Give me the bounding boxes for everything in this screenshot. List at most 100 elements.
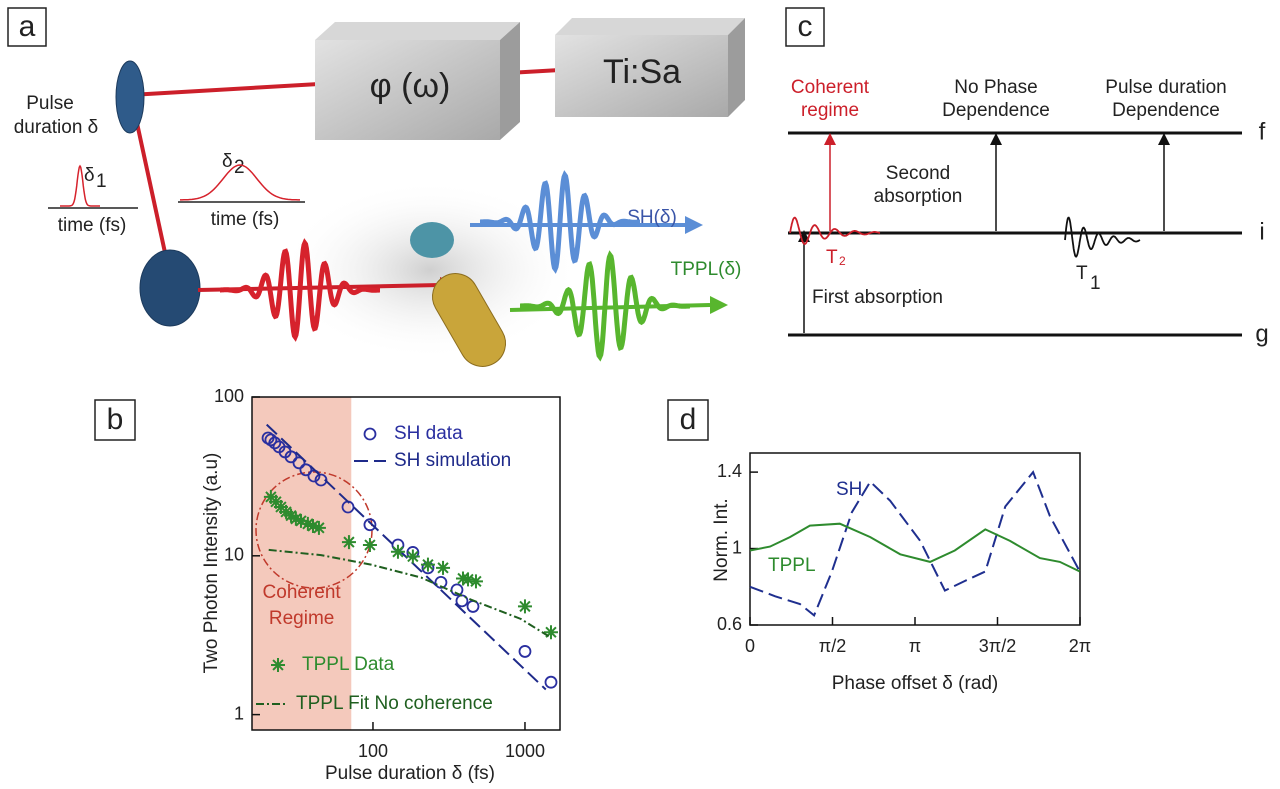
pulse-duration-label: Pulse duration (1105, 77, 1226, 98)
legend-label: TPPL Fit No coherence (296, 693, 493, 714)
plot-frame (251, 396, 561, 731)
star-marker (293, 513, 308, 528)
pulse-label: 1 (96, 171, 107, 192)
coherent-label: Coherent (791, 77, 870, 98)
x-tick-label: π/2 (819, 636, 846, 656)
wave-packet (1064, 216, 1141, 258)
pulse-shape (180, 164, 300, 201)
box-side (728, 18, 745, 117)
chart: Coherent Regime 100 1000 1 10 100 b Pulse durati… (94, 386, 561, 784)
arrows (798, 133, 1170, 333)
x-tick-label: π (909, 636, 921, 656)
arrow-head (685, 216, 703, 234)
level-label: i (1259, 218, 1264, 245)
highlight-label: Regime (269, 608, 334, 629)
y-tick-label: 1.4 (717, 461, 742, 481)
level-label: f (1259, 118, 1266, 145)
star-marker (341, 535, 356, 550)
wave-packet (789, 216, 881, 245)
no-phase-label: Dependence (942, 100, 1050, 121)
level-label: g (1255, 320, 1268, 347)
tppl-label: TPPL(δ) (671, 259, 742, 280)
arrow-head (1158, 133, 1170, 145)
legend-label: TPPL (768, 555, 816, 576)
star-marker (288, 511, 303, 526)
time-label: time (fs) (58, 215, 127, 236)
box-label: φ (ω) (370, 67, 451, 105)
mirror-label: duration δ (14, 117, 99, 138)
legend-label: SH (836, 479, 862, 500)
first-absorption: First absorption (812, 287, 943, 308)
arrow-head (710, 296, 728, 314)
circle-marker (292, 456, 306, 470)
coherent-label: regime (801, 100, 859, 121)
star-marker (300, 516, 315, 531)
star-marker (543, 625, 558, 640)
panel-label-box (785, 7, 825, 47)
circle-marker (268, 436, 282, 450)
y-tick-label: 1 (732, 537, 742, 557)
panel-label: c (798, 10, 813, 43)
circle-marker (544, 675, 558, 689)
mirror-label: Pulse (26, 93, 74, 114)
arrow-head (824, 133, 836, 145)
sh-label: SH(δ) (627, 207, 677, 228)
mirror (139, 249, 201, 327)
pulse-duration-label: Dependence (1112, 100, 1220, 121)
star-marker (271, 658, 285, 672)
rod (432, 273, 506, 367)
circle-marker (450, 583, 464, 597)
wave-packet (520, 250, 690, 362)
pulse-label: δ (84, 165, 95, 186)
second-absorption: absorption (874, 186, 963, 207)
star-marker (468, 574, 483, 589)
star-marker (405, 549, 420, 564)
y-tick-label: 10 (224, 545, 244, 565)
mirror (115, 60, 145, 134)
t1-label: T (1076, 263, 1088, 284)
circle-marker (363, 427, 377, 441)
laser-box (555, 35, 728, 117)
panel-label-box (94, 399, 136, 441)
circle-marker (466, 600, 480, 613)
y-tick-label: 100 (214, 386, 244, 406)
x-tick-label: 3π/2 (979, 636, 1016, 656)
star-marker (284, 508, 299, 523)
x-axis-label: Pulse duration δ (fs) (325, 763, 495, 784)
circle-marker (284, 450, 298, 464)
x-tick-label: 1000 (505, 741, 545, 761)
star-marker (362, 537, 377, 552)
circle-marker (434, 576, 448, 589)
y-axis-label: Norm. Int. (711, 498, 732, 581)
panel-c: c f i g Coherent regime No Phase Depende… (785, 7, 1269, 347)
y-tick-label: 1 (234, 703, 244, 723)
legend-label: SH simulation (394, 450, 511, 471)
box-label: Ti:Sa (603, 53, 681, 91)
x-tick-label: 100 (358, 741, 388, 761)
panel-label: d (680, 403, 697, 436)
star-marker (390, 544, 405, 559)
sphere (410, 222, 454, 258)
star-marker (305, 519, 320, 534)
panel-a: a φ (ω) Ti:Sa Pulse duration δ δ 1 time … (7, 7, 745, 367)
circle-marker (363, 518, 377, 532)
pulse-label: δ (222, 151, 233, 172)
circle-marker (299, 463, 313, 477)
box-top (555, 18, 745, 35)
highlight-region (252, 397, 352, 730)
t2-label: T (826, 247, 838, 268)
star-marker (436, 560, 451, 575)
x-axis-label: Phase offset δ (rad) (832, 673, 999, 694)
arrow-head (990, 133, 1002, 145)
series-line (268, 548, 552, 639)
panel-label-box (7, 7, 47, 47)
star-marker (311, 520, 326, 535)
star-marker (273, 499, 288, 514)
circle-marker (518, 645, 532, 658)
time-label: time (fs) (211, 209, 280, 230)
second-absorption: Second (886, 163, 950, 184)
series-line (749, 522, 1081, 573)
plot-frame (749, 452, 1081, 626)
series-line (749, 470, 1081, 618)
